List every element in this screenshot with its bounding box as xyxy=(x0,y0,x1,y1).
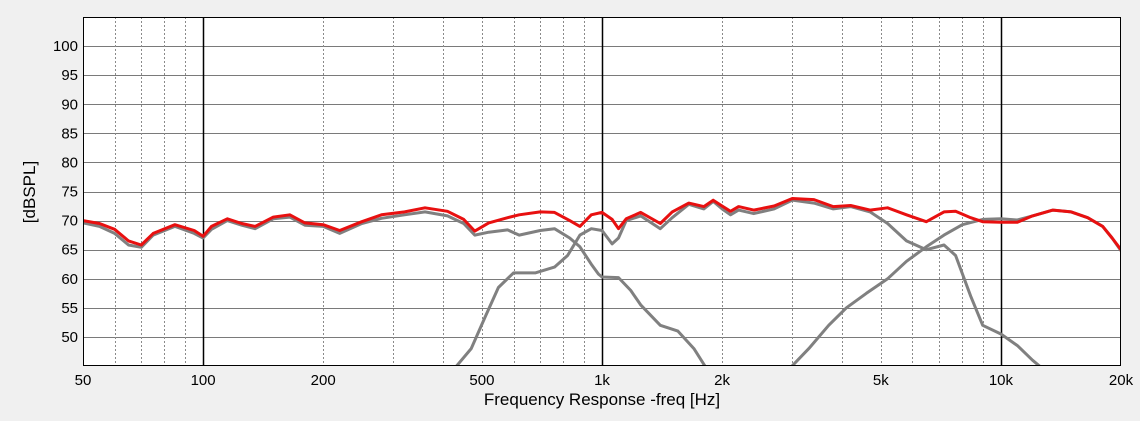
y-axis-label: [dBSPL] xyxy=(20,161,39,223)
x-tick-label: 5k xyxy=(873,372,889,389)
series-line-1 xyxy=(83,210,707,366)
x-tick-label: 2k xyxy=(714,372,730,389)
y-tick-label: 95 xyxy=(61,67,78,84)
y-tick-label: 80 xyxy=(61,154,78,171)
x-tick-label: 10k xyxy=(989,372,1014,389)
y-tick-label: 85 xyxy=(61,125,78,142)
y-tick-label: 60 xyxy=(61,271,78,288)
y-tick-label: 55 xyxy=(61,300,78,317)
x-tick-label: 500 xyxy=(469,372,494,389)
x-tick-label: 50 xyxy=(75,372,92,389)
y-tick-label: 65 xyxy=(61,242,78,259)
series-line-4 xyxy=(83,197,1121,252)
x-tick-label: 1k xyxy=(594,372,610,389)
x-tick-label: 200 xyxy=(311,372,336,389)
x-tick-label: 100 xyxy=(191,372,216,389)
tick-labels: 50 55 60 65 70 75 80 85 90 95 100 50 100 200 500 1k 2k 5k… xyxy=(53,38,1134,389)
y-tick-label: 90 xyxy=(61,96,78,113)
series-lines xyxy=(83,197,1121,366)
x-tick-label: 20k xyxy=(1109,372,1134,389)
x-axis-label: Frequency Response -freq [Hz] xyxy=(484,390,720,409)
series-line-2 xyxy=(454,198,1042,366)
y-tick-label: 70 xyxy=(61,213,78,230)
y-tick-label: 75 xyxy=(61,184,78,201)
y-tick-label: 50 xyxy=(61,329,78,346)
plot-border xyxy=(83,17,1121,366)
y-tick-label: 100 xyxy=(53,38,78,55)
